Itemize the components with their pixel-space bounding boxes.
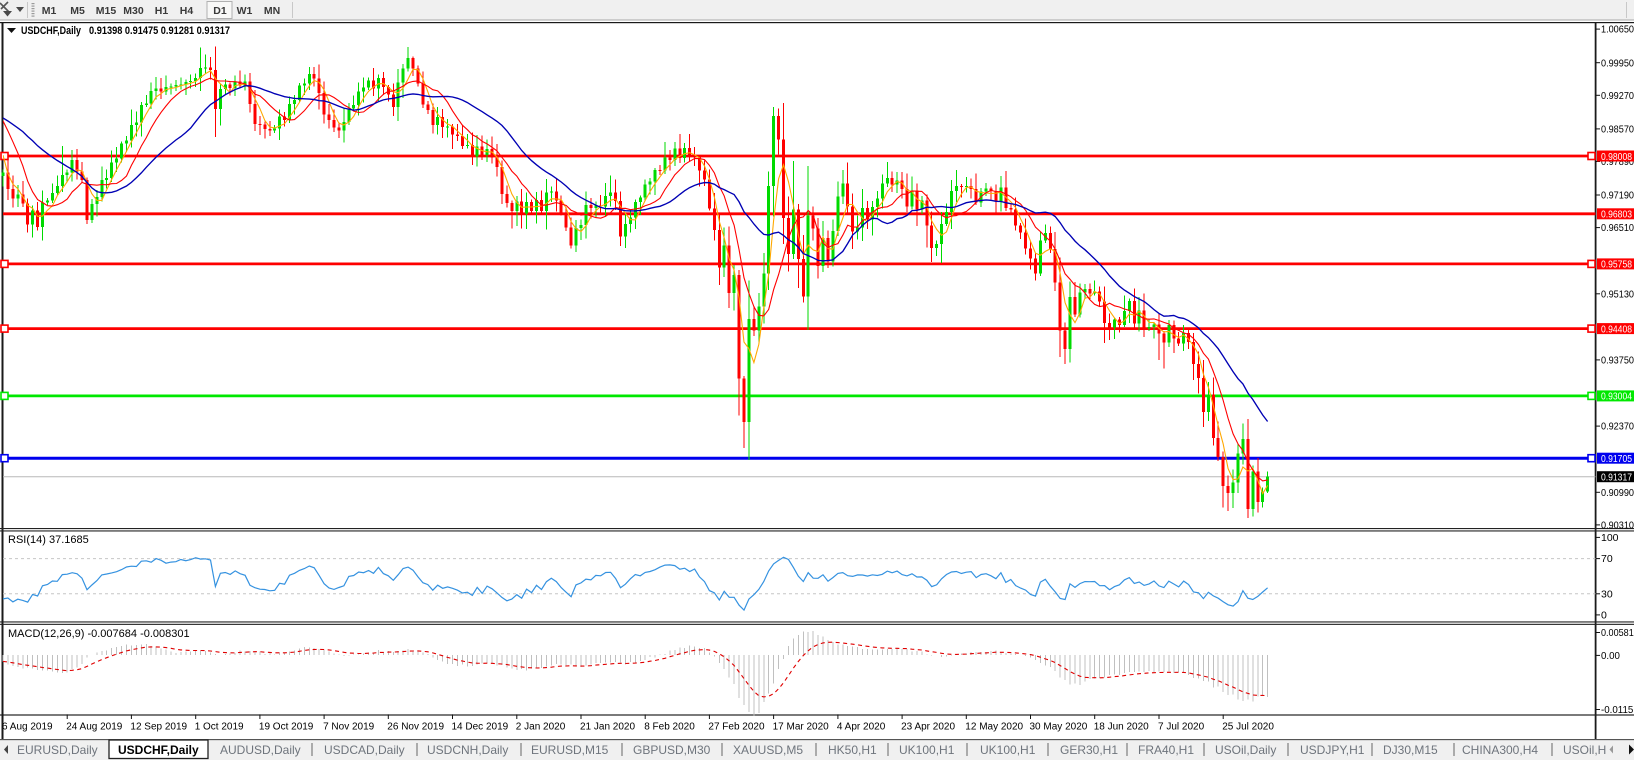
svg-text:EURUSD,Daily: EURUSD,Daily bbox=[17, 743, 98, 757]
svg-text:0.95758: 0.95758 bbox=[1601, 259, 1632, 271]
svg-text:0.99270: 0.99270 bbox=[1601, 90, 1634, 102]
svg-text:24 Aug 2019: 24 Aug 2019 bbox=[66, 722, 123, 733]
svg-text:1 Oct 2019: 1 Oct 2019 bbox=[195, 722, 244, 733]
svg-text:0.96803: 0.96803 bbox=[1601, 209, 1632, 221]
svg-text:UK100,H1: UK100,H1 bbox=[980, 743, 1036, 757]
svg-text:MACD(12,26,9) -0.007684 -0.008: MACD(12,26,9) -0.007684 -0.008301 bbox=[8, 628, 190, 640]
svg-text:0.91705: 0.91705 bbox=[1601, 453, 1632, 465]
svg-text:M15: M15 bbox=[96, 5, 117, 17]
svg-text:100: 100 bbox=[1601, 532, 1619, 544]
svg-text:21 Jan 2020: 21 Jan 2020 bbox=[580, 722, 635, 733]
svg-text:0.90990: 0.90990 bbox=[1601, 487, 1634, 499]
svg-text:7 Jul 2020: 7 Jul 2020 bbox=[1158, 722, 1205, 733]
svg-text:23 Apr 2020: 23 Apr 2020 bbox=[901, 722, 955, 733]
svg-text:EURUSD,M15: EURUSD,M15 bbox=[531, 743, 609, 757]
svg-text:UK100,H1: UK100,H1 bbox=[899, 743, 955, 757]
svg-text:0.91317: 0.91317 bbox=[1601, 472, 1632, 484]
svg-text:0.94408: 0.94408 bbox=[1601, 323, 1632, 335]
svg-text:RSI(14) 37.1685: RSI(14) 37.1685 bbox=[8, 534, 89, 546]
svg-text:0.92370: 0.92370 bbox=[1601, 421, 1634, 433]
svg-text:USDJPY,H1: USDJPY,H1 bbox=[1300, 743, 1365, 757]
svg-text:6 Aug 2019: 6 Aug 2019 bbox=[2, 722, 53, 733]
svg-text:4 Apr 2020: 4 Apr 2020 bbox=[837, 722, 886, 733]
svg-text:0.99950: 0.99950 bbox=[1601, 57, 1634, 69]
svg-text:0.97190: 0.97190 bbox=[1601, 190, 1634, 202]
svg-text:0.005818: 0.005818 bbox=[1601, 627, 1634, 639]
svg-text:CHINA300,H4: CHINA300,H4 bbox=[1462, 743, 1538, 757]
svg-text:14 Dec 2019: 14 Dec 2019 bbox=[452, 722, 509, 733]
svg-text:D1: D1 bbox=[213, 5, 227, 17]
svg-text:0.90310: 0.90310 bbox=[1601, 520, 1634, 532]
svg-text:USOil,H: USOil,H bbox=[1563, 743, 1606, 757]
svg-text:1.00650: 1.00650 bbox=[1601, 24, 1634, 36]
svg-text:W1: W1 bbox=[237, 5, 253, 17]
svg-text:-0.01151: -0.01151 bbox=[1601, 704, 1634, 716]
svg-text:M1: M1 bbox=[42, 5, 57, 17]
svg-text:0.98570: 0.98570 bbox=[1601, 124, 1634, 136]
svg-text:0: 0 bbox=[1601, 610, 1607, 622]
svg-text:30 May 2020: 30 May 2020 bbox=[1030, 722, 1088, 733]
svg-text:USOil,Daily: USOil,Daily bbox=[1215, 743, 1276, 757]
svg-text:USDCHF,Daily: USDCHF,Daily bbox=[21, 25, 82, 37]
svg-text:26 Nov 2019: 26 Nov 2019 bbox=[387, 722, 444, 733]
svg-text:0.98008: 0.98008 bbox=[1601, 151, 1632, 163]
svg-text:USDCNH,Daily: USDCNH,Daily bbox=[427, 743, 508, 757]
svg-text:0.95130: 0.95130 bbox=[1601, 288, 1634, 300]
svg-text:MN: MN bbox=[264, 5, 280, 17]
svg-text:USDCHF,Daily: USDCHF,Daily bbox=[118, 743, 199, 757]
svg-text:0.96510: 0.96510 bbox=[1601, 222, 1634, 234]
svg-text:0.00: 0.00 bbox=[1601, 650, 1620, 662]
svg-text:H1: H1 bbox=[155, 5, 169, 17]
svg-text:0.91398 0.91475 0.91281 0.9131: 0.91398 0.91475 0.91281 0.91317 bbox=[89, 25, 230, 37]
svg-text:30: 30 bbox=[1601, 588, 1613, 600]
svg-text:GBPUSD,M30: GBPUSD,M30 bbox=[633, 743, 711, 757]
svg-text:USDCAD,Daily: USDCAD,Daily bbox=[324, 743, 405, 757]
svg-text:70: 70 bbox=[1601, 553, 1613, 565]
svg-text:FRA40,H1: FRA40,H1 bbox=[1138, 743, 1194, 757]
svg-text:2 Jan 2020: 2 Jan 2020 bbox=[516, 722, 566, 733]
svg-text:17 Mar 2020: 17 Mar 2020 bbox=[773, 722, 830, 733]
svg-text:XAUUSD,M5: XAUUSD,M5 bbox=[733, 743, 803, 757]
svg-text:M5: M5 bbox=[70, 5, 85, 17]
svg-text:12 May 2020: 12 May 2020 bbox=[965, 722, 1023, 733]
svg-text:HK50,H1: HK50,H1 bbox=[828, 743, 877, 757]
svg-text:M30: M30 bbox=[123, 5, 144, 17]
svg-text:12 Sep 2019: 12 Sep 2019 bbox=[130, 722, 187, 733]
svg-text:27 Feb 2020: 27 Feb 2020 bbox=[708, 722, 765, 733]
svg-text:GER30,H1: GER30,H1 bbox=[1060, 743, 1118, 757]
svg-text:19 Oct 2019: 19 Oct 2019 bbox=[259, 722, 314, 733]
svg-text:0.93004: 0.93004 bbox=[1601, 391, 1632, 403]
svg-text:AUDUSD,Daily: AUDUSD,Daily bbox=[220, 743, 301, 757]
svg-text:DJ30,M15: DJ30,M15 bbox=[1383, 743, 1438, 757]
svg-text:18 Jun 2020: 18 Jun 2020 bbox=[1094, 722, 1149, 733]
svg-text:8 Feb 2020: 8 Feb 2020 bbox=[644, 722, 695, 733]
svg-text:H4: H4 bbox=[180, 5, 194, 17]
svg-text:0.93750: 0.93750 bbox=[1601, 355, 1634, 367]
svg-text:25 Jul 2020: 25 Jul 2020 bbox=[1222, 722, 1274, 733]
svg-text:7 Nov 2019: 7 Nov 2019 bbox=[323, 722, 375, 733]
